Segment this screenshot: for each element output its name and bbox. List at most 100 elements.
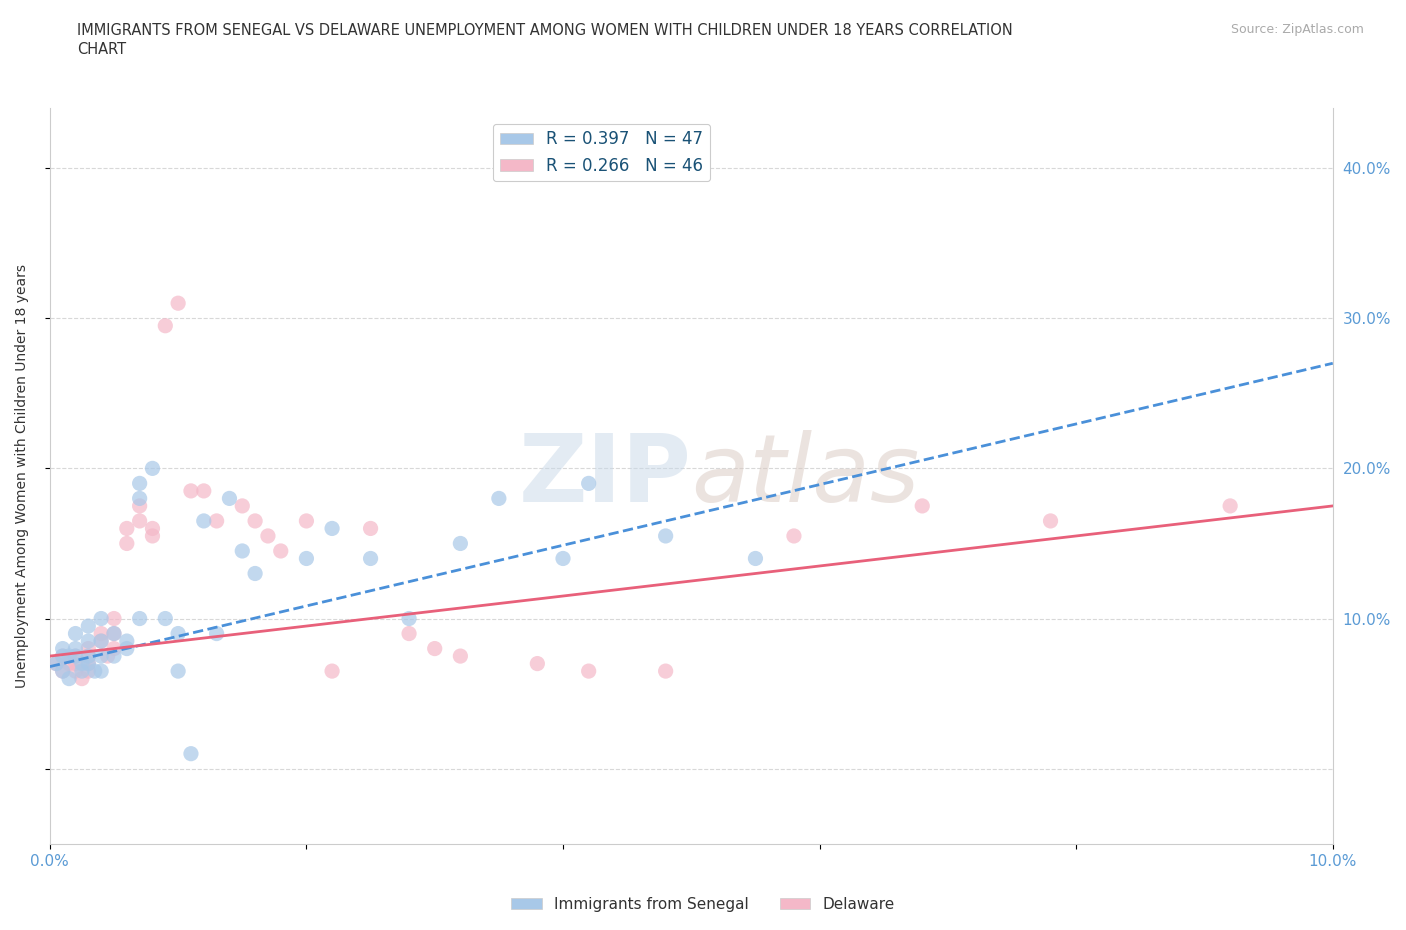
Point xyxy=(77,618,100,633)
Point xyxy=(141,461,163,476)
Point xyxy=(128,476,150,491)
Point xyxy=(52,648,75,663)
Point xyxy=(654,528,676,543)
Point xyxy=(77,657,100,671)
Point xyxy=(103,648,125,663)
Point xyxy=(257,528,280,543)
Point xyxy=(128,498,150,513)
Point xyxy=(65,657,87,671)
Point xyxy=(141,528,163,543)
Text: CHART: CHART xyxy=(77,42,127,57)
Point xyxy=(90,633,112,648)
Point xyxy=(115,641,138,656)
Point xyxy=(52,648,75,663)
Point xyxy=(128,513,150,528)
Point xyxy=(167,664,190,679)
Point xyxy=(77,641,100,656)
Point xyxy=(360,521,382,536)
Point xyxy=(77,648,100,663)
Point xyxy=(52,641,75,656)
Point xyxy=(58,671,80,686)
Point xyxy=(231,543,253,558)
Point xyxy=(911,498,934,513)
Point xyxy=(141,521,163,536)
Point xyxy=(77,664,100,679)
Point xyxy=(180,746,202,761)
Point xyxy=(52,664,75,679)
Point xyxy=(526,657,548,671)
Point xyxy=(103,641,125,656)
Point xyxy=(128,611,150,626)
Point xyxy=(321,664,343,679)
Point xyxy=(90,611,112,626)
Point xyxy=(551,551,574,566)
Point xyxy=(205,513,228,528)
Point xyxy=(449,648,471,663)
Point xyxy=(77,657,100,671)
Point xyxy=(167,296,190,311)
Point xyxy=(449,536,471,551)
Point xyxy=(77,648,100,663)
Point xyxy=(218,491,240,506)
Point xyxy=(103,626,125,641)
Point xyxy=(65,648,87,663)
Point xyxy=(115,633,138,648)
Point xyxy=(654,664,676,679)
Text: Source: ZipAtlas.com: Source: ZipAtlas.com xyxy=(1230,23,1364,36)
Point xyxy=(45,657,67,671)
Text: ZIP: ZIP xyxy=(519,430,692,522)
Point xyxy=(295,551,318,566)
Point xyxy=(58,657,80,671)
Point xyxy=(45,657,67,671)
Point xyxy=(77,633,100,648)
Point xyxy=(65,664,87,679)
Point xyxy=(115,536,138,551)
Point xyxy=(744,551,766,566)
Point xyxy=(180,484,202,498)
Point xyxy=(103,626,125,641)
Point xyxy=(155,318,177,333)
Y-axis label: Unemployment Among Women with Children Under 18 years: Unemployment Among Women with Children U… xyxy=(15,264,30,688)
Legend: Immigrants from Senegal, Delaware: Immigrants from Senegal, Delaware xyxy=(505,891,901,918)
Point xyxy=(70,657,93,671)
Point xyxy=(65,648,87,663)
Point xyxy=(90,664,112,679)
Point xyxy=(1039,513,1062,528)
Point xyxy=(97,648,120,663)
Point xyxy=(167,626,190,641)
Text: IMMIGRANTS FROM SENEGAL VS DELAWARE UNEMPLOYMENT AMONG WOMEN WITH CHILDREN UNDER: IMMIGRANTS FROM SENEGAL VS DELAWARE UNEM… xyxy=(77,23,1014,38)
Point xyxy=(578,476,600,491)
Legend: R = 0.397   N = 47, R = 0.266   N = 46: R = 0.397 N = 47, R = 0.266 N = 46 xyxy=(494,124,710,181)
Point xyxy=(578,664,600,679)
Point xyxy=(70,671,93,686)
Point xyxy=(90,633,112,648)
Point xyxy=(1219,498,1241,513)
Point xyxy=(398,626,420,641)
Point xyxy=(360,551,382,566)
Point xyxy=(103,611,125,626)
Point xyxy=(270,543,292,558)
Point xyxy=(90,648,112,663)
Point xyxy=(65,641,87,656)
Point xyxy=(65,626,87,641)
Point xyxy=(115,521,138,536)
Point xyxy=(155,611,177,626)
Point xyxy=(52,664,75,679)
Point xyxy=(488,491,510,506)
Point xyxy=(193,513,215,528)
Point xyxy=(90,626,112,641)
Point xyxy=(243,566,266,581)
Point xyxy=(193,484,215,498)
Point xyxy=(423,641,446,656)
Point xyxy=(58,648,80,663)
Point xyxy=(295,513,318,528)
Point xyxy=(70,664,93,679)
Point xyxy=(243,513,266,528)
Point xyxy=(83,664,105,679)
Point xyxy=(321,521,343,536)
Text: atlas: atlas xyxy=(692,431,920,522)
Point xyxy=(128,491,150,506)
Point xyxy=(398,611,420,626)
Point xyxy=(231,498,253,513)
Point xyxy=(205,626,228,641)
